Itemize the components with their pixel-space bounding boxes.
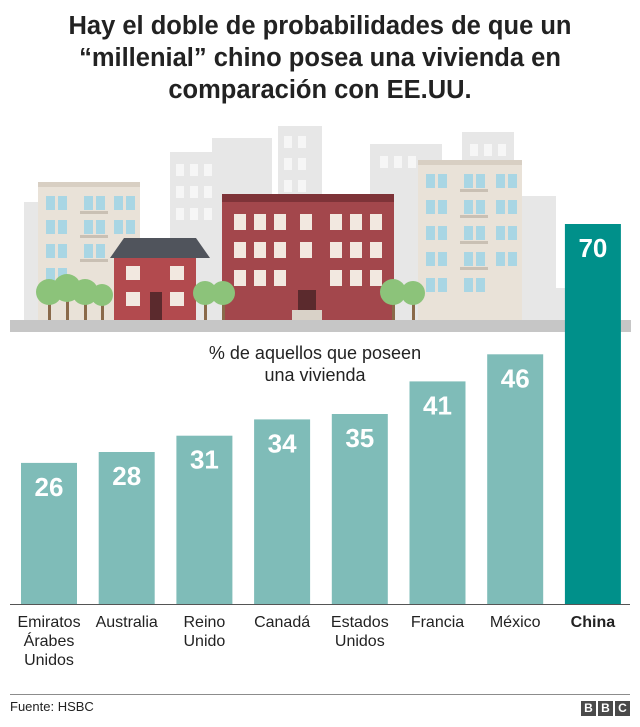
small-house [110, 238, 210, 320]
category-label: Estados Unidos [331, 614, 389, 650]
bar [409, 381, 466, 604]
chart-subtitle: % de aquellos que poseen una vivienda [209, 343, 421, 385]
apartment-building-right [418, 160, 522, 320]
bar-value-label: 46 [501, 363, 530, 393]
trees [36, 274, 425, 320]
bbc-logo: B B C [581, 701, 630, 716]
chart-title: Hay el doble de probabilidades de que un… [68, 12, 572, 104]
logo-letter: C [615, 701, 630, 716]
bar-value-label: 28 [112, 461, 141, 491]
street [10, 320, 631, 332]
bar-value-label: 26 [35, 472, 64, 502]
category-label: México [490, 614, 541, 631]
category-label: Canadá [254, 614, 310, 631]
bar-value-label: 31 [190, 445, 219, 475]
brick-building [222, 194, 394, 320]
footer-divider [10, 694, 630, 695]
bar-value-label: 34 [268, 428, 297, 458]
logo-letter: B [598, 701, 613, 716]
bar [98, 452, 155, 604]
bar-chart: % de aquellos que poseen una vivienda 26 2… [10, 224, 630, 669]
source-note: Fuente: HSBC [10, 699, 94, 714]
background-windows [176, 136, 506, 220]
city-skyline-illustration [10, 126, 631, 332]
bar [21, 462, 77, 604]
bar-value-label: 70 [578, 233, 607, 263]
subtitle-line: % de aquellos que poseen [209, 343, 421, 363]
category-label: China [571, 614, 616, 631]
bar [176, 435, 233, 604]
bar [331, 414, 388, 604]
category-label: Australia [96, 614, 158, 631]
bars-group [21, 224, 621, 604]
subtitle-line: una vivienda [264, 365, 366, 385]
bar [487, 354, 544, 604]
category-label: Emiratos Árabes Unidos [17, 614, 80, 669]
bar [254, 419, 311, 604]
bar-value-label: 35 [345, 423, 374, 453]
bar-value-label: 41 [423, 390, 452, 420]
value-labels-group: 26 28 31 34 35 41 46 70 [35, 233, 608, 502]
category-label: Reino Unido [183, 614, 225, 650]
category-label: Francia [411, 614, 464, 631]
bar [564, 224, 621, 604]
category-labels-group: Emiratos Árabes Unidos Australia Reino Unido C… [17, 614, 615, 669]
logo-letter: B [581, 701, 596, 716]
